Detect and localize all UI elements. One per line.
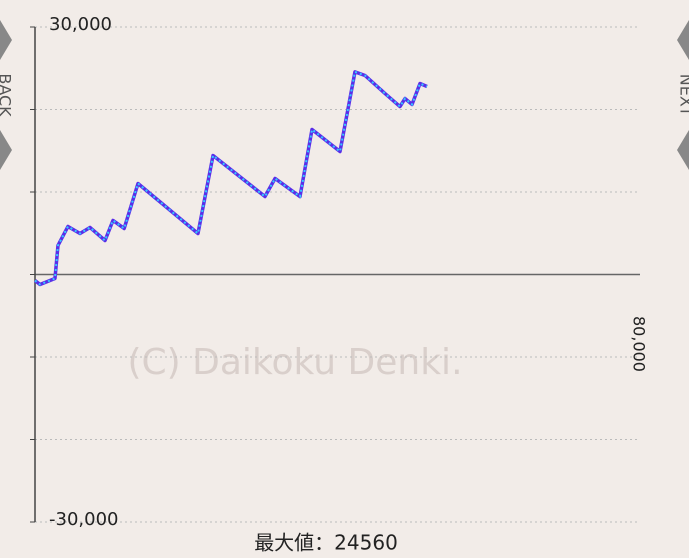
x-tick-label: 80,000	[630, 316, 649, 372]
watermark: (C) Daikoku Denki.	[127, 342, 462, 383]
caption: 最大値：24560	[254, 531, 398, 555]
next-link[interactable]: NEXT	[677, 74, 689, 117]
series-line-dash	[34, 70, 428, 286]
y-tick-label: 30,000	[49, 14, 112, 35]
next-arrow[interactable]	[677, 20, 689, 170]
back-arrow[interactable]	[0, 20, 12, 170]
back-link[interactable]: BACK	[0, 73, 15, 117]
y-tick-label: -30,000	[49, 509, 118, 530]
